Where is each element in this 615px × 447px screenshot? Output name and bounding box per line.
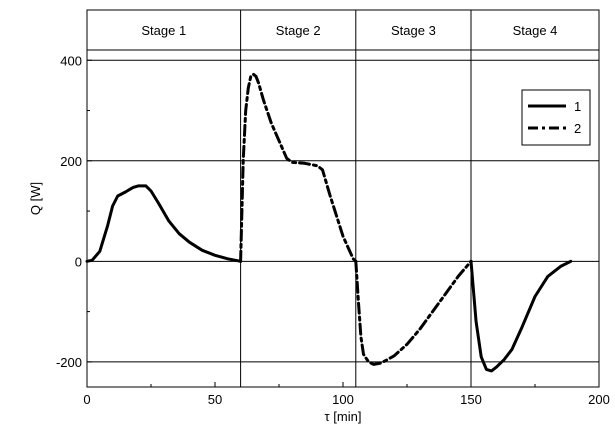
x-tick-label: 100 bbox=[332, 392, 354, 407]
stage-layer: Stage 1 Stage 2 Stage 3 Stage 4 bbox=[87, 10, 599, 387]
stage-label: Stage 4 bbox=[513, 23, 558, 38]
x-axis-label: τ [min] bbox=[325, 409, 362, 424]
series-line-1 bbox=[469, 259, 573, 373]
tick-layer: 0 50 100 150 200 -200 0 200 400 bbox=[56, 53, 610, 407]
x-tick-label: 150 bbox=[460, 392, 482, 407]
series-line-2 bbox=[239, 72, 358, 263]
series-layer bbox=[85, 72, 573, 373]
plot-frame bbox=[86, 9, 600, 388]
y-tick-label: 200 bbox=[60, 154, 82, 169]
legend-label-2: 2 bbox=[574, 121, 581, 136]
legend: 12 bbox=[521, 89, 591, 146]
y-axis-label: Q [W] bbox=[28, 182, 43, 215]
x-tick-label: 200 bbox=[588, 392, 610, 407]
y-tick-label: -200 bbox=[56, 355, 82, 370]
stage-label: Stage 3 bbox=[391, 23, 436, 38]
grid-layer bbox=[87, 59, 599, 363]
stage-label: Stage 2 bbox=[276, 23, 321, 38]
y-tick-label: 0 bbox=[75, 254, 82, 269]
x-tick-label: 50 bbox=[208, 392, 222, 407]
legend-label-1: 1 bbox=[574, 99, 581, 114]
series-line-1 bbox=[85, 184, 243, 263]
series-line-2 bbox=[354, 259, 473, 366]
legend-box bbox=[521, 89, 591, 146]
stage-label: Stage 1 bbox=[141, 23, 186, 38]
x-tick-label: 0 bbox=[83, 392, 90, 407]
y-tick-label: 400 bbox=[60, 53, 82, 68]
